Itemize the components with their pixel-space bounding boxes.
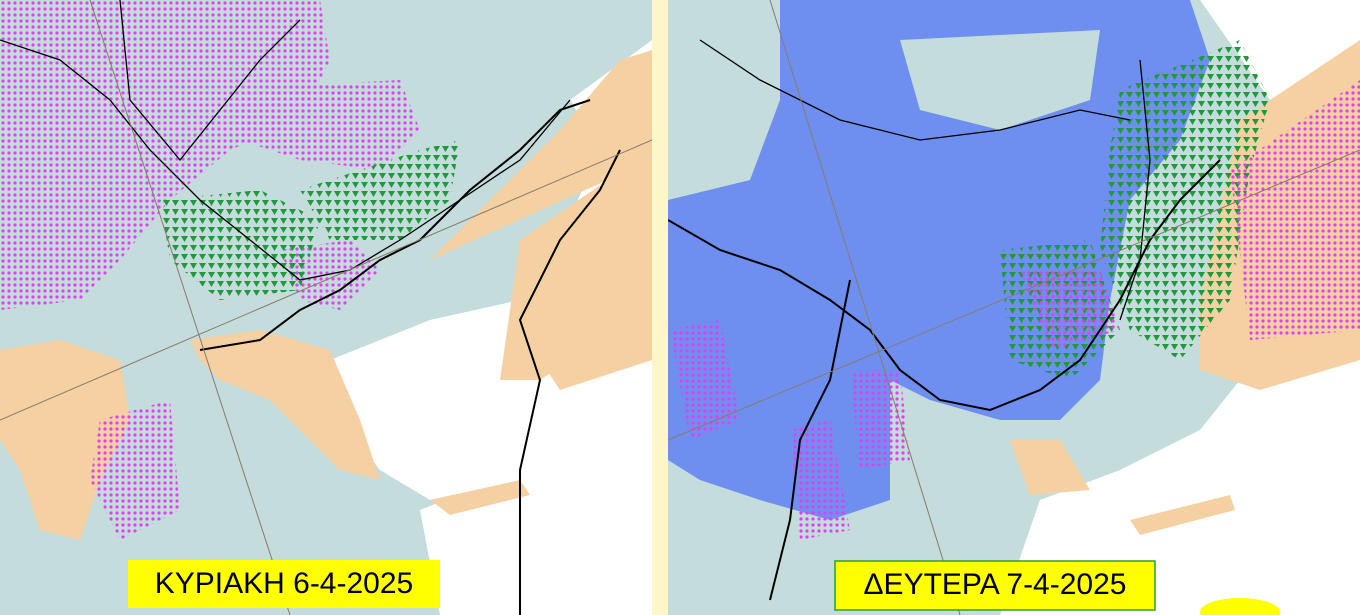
date-label-box bbox=[128, 560, 440, 608]
divider bbox=[652, 0, 668, 615]
right-map: ΔΕΥΤΕΡΑ 7-4-2025 bbox=[668, 0, 1360, 615]
date-label-box bbox=[834, 560, 1156, 611]
date-label: ΔΕΥΤΕΡΑ 7-4-2025 bbox=[864, 568, 1127, 601]
date-label: ΚΥΡΙΑΚΗ 6-4-2025 bbox=[155, 567, 413, 600]
left-map: ΚΥΡΙΑΚΗ 6-4-2025 bbox=[0, 0, 652, 615]
